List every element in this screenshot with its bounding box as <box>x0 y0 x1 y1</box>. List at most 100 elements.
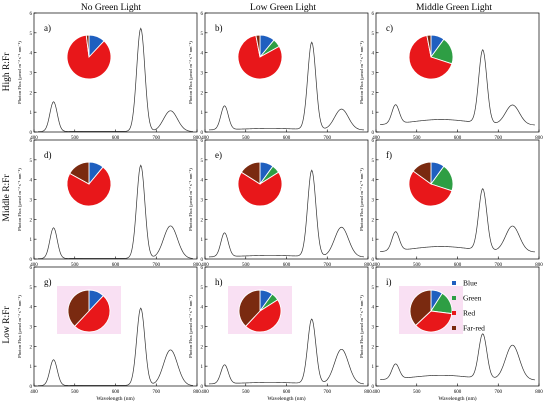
pie-slice-far-red <box>69 161 90 185</box>
y-axis-label: Photon Flux (µmol m⁻² s⁻¹ nm⁻¹) <box>188 41 193 104</box>
x-tick-label: 700 <box>495 263 503 268</box>
y-tick-label: 2 <box>372 345 375 350</box>
y-tick-label: 4 <box>201 306 204 311</box>
y-tick-label: 1 <box>30 238 33 243</box>
y-tick-label: 0 <box>201 258 204 263</box>
plot-frame <box>204 139 369 260</box>
pie-chart <box>66 161 112 207</box>
row-header: High R:Fr <box>2 52 12 92</box>
x-tick-label: 800 <box>193 390 201 395</box>
x-tick-label: 600 <box>283 263 291 268</box>
y-tick-label: 0 <box>372 258 375 263</box>
y-tick-label: 6 <box>201 266 204 271</box>
headers: No Green Light Low Green Light Middle Gree… <box>2 3 492 344</box>
x-tick-label: 500 <box>242 136 250 141</box>
y-tick-label: 4 <box>372 306 375 311</box>
y-tick-label: 4 <box>372 179 375 184</box>
x-tick-label: 800 <box>364 263 372 268</box>
y-axis-label: Photon Flux (µmol m⁻² s⁻¹ nm⁻¹) <box>188 168 193 231</box>
y-tick-label: 5 <box>30 159 33 164</box>
legend-swatch <box>452 326 456 330</box>
y-tick-label: 0 <box>30 258 33 263</box>
y-tick-label: 5 <box>201 159 204 164</box>
x-tick-label: 600 <box>283 390 291 395</box>
y-tick-label: 4 <box>372 52 375 57</box>
y-axis-label: Photon Flux (µmol m⁻² s⁻¹ nm⁻¹) <box>359 168 364 231</box>
y-tick-label: 6 <box>372 12 375 17</box>
x-tick-label: 600 <box>283 136 291 141</box>
y-tick-label: 1 <box>201 238 204 243</box>
x-tick-label: 600 <box>454 390 462 395</box>
y-axis-label: Photon Flux (µmol m⁻² s⁻¹ nm⁻¹) <box>359 295 364 358</box>
legend-swatch <box>452 296 456 300</box>
y-tick-label: 0 <box>30 385 33 390</box>
y-tick-label: 6 <box>372 139 375 144</box>
pie-slice-far-red <box>412 161 432 185</box>
series-line <box>38 307 193 386</box>
y-tick-label: 6 <box>30 12 33 17</box>
y-tick-label: 1 <box>201 111 204 116</box>
y-tick-label: 3 <box>30 199 33 204</box>
pie-slice-far-red <box>240 161 261 185</box>
plot-frame <box>375 12 540 133</box>
y-tick-label: 0 <box>372 385 375 390</box>
x-axis-label: Wavelength (nm) <box>438 395 476 402</box>
x-tick-label: 600 <box>112 136 120 141</box>
y-tick-label: 4 <box>30 306 33 311</box>
pie-slice-red <box>66 166 112 207</box>
x-tick-label: 500 <box>71 136 79 141</box>
x-tick-label: 500 <box>413 263 421 268</box>
series-line <box>38 164 193 259</box>
x-tick-label: 400 <box>30 263 38 268</box>
y-tick-label: 2 <box>372 91 375 96</box>
x-tick-label: 600 <box>112 390 120 395</box>
row-header: Middle R:Fr <box>2 174 12 222</box>
legend-label: Far-red <box>463 324 485 333</box>
y-tick-label: 0 <box>201 385 204 390</box>
pie-chart <box>237 34 283 80</box>
legend-label: Green <box>463 294 482 303</box>
y-axis-label: Photon Flux (µmol m⁻² s⁻¹ nm⁻¹) <box>17 168 22 231</box>
y-tick-label: 0 <box>30 131 33 136</box>
y-axis-label: Photon Flux (µmol m⁻² s⁻¹ nm⁻¹) <box>17 295 22 358</box>
y-tick-label: 4 <box>201 52 204 57</box>
y-tick-label: 1 <box>30 365 33 370</box>
x-tick-label: 800 <box>535 263 543 268</box>
series-line <box>209 169 364 258</box>
x-tick-label: 700 <box>324 136 332 141</box>
x-tick-label: 500 <box>71 390 79 395</box>
x-tick-label: 400 <box>201 136 209 141</box>
pie-slice-far-red <box>426 34 432 58</box>
pie-slice-red <box>73 295 111 333</box>
y-tick-label: 6 <box>201 12 204 17</box>
x-tick-label: 800 <box>193 136 201 141</box>
y-tick-label: 3 <box>30 72 33 77</box>
pie-slice-far-red <box>255 34 261 58</box>
pie-slice-red <box>244 299 282 333</box>
x-tick-label: 400 <box>372 136 380 141</box>
y-tick-label: 2 <box>372 218 375 223</box>
y-tick-label: 1 <box>30 111 33 116</box>
x-tick-label: 500 <box>242 263 250 268</box>
x-tick-label: 600 <box>454 136 462 141</box>
panel-label: b) <box>215 23 223 33</box>
y-tick-label: 6 <box>30 266 33 271</box>
y-tick-label: 1 <box>372 238 375 243</box>
y-tick-label: 5 <box>30 286 33 291</box>
pie-chart <box>238 289 282 333</box>
y-tick-label: 2 <box>201 91 204 96</box>
pie-chart <box>408 34 454 80</box>
x-tick-label: 500 <box>242 390 250 395</box>
panel-label: d) <box>44 150 52 160</box>
x-tick-label: 400 <box>201 263 209 268</box>
series-line <box>209 41 364 131</box>
y-tick-label: 6 <box>372 266 375 271</box>
pie-slice-far-red <box>238 289 261 327</box>
column-header: Low Green Light <box>250 3 316 13</box>
pie-chart <box>67 289 111 333</box>
y-tick-label: 1 <box>201 365 204 370</box>
